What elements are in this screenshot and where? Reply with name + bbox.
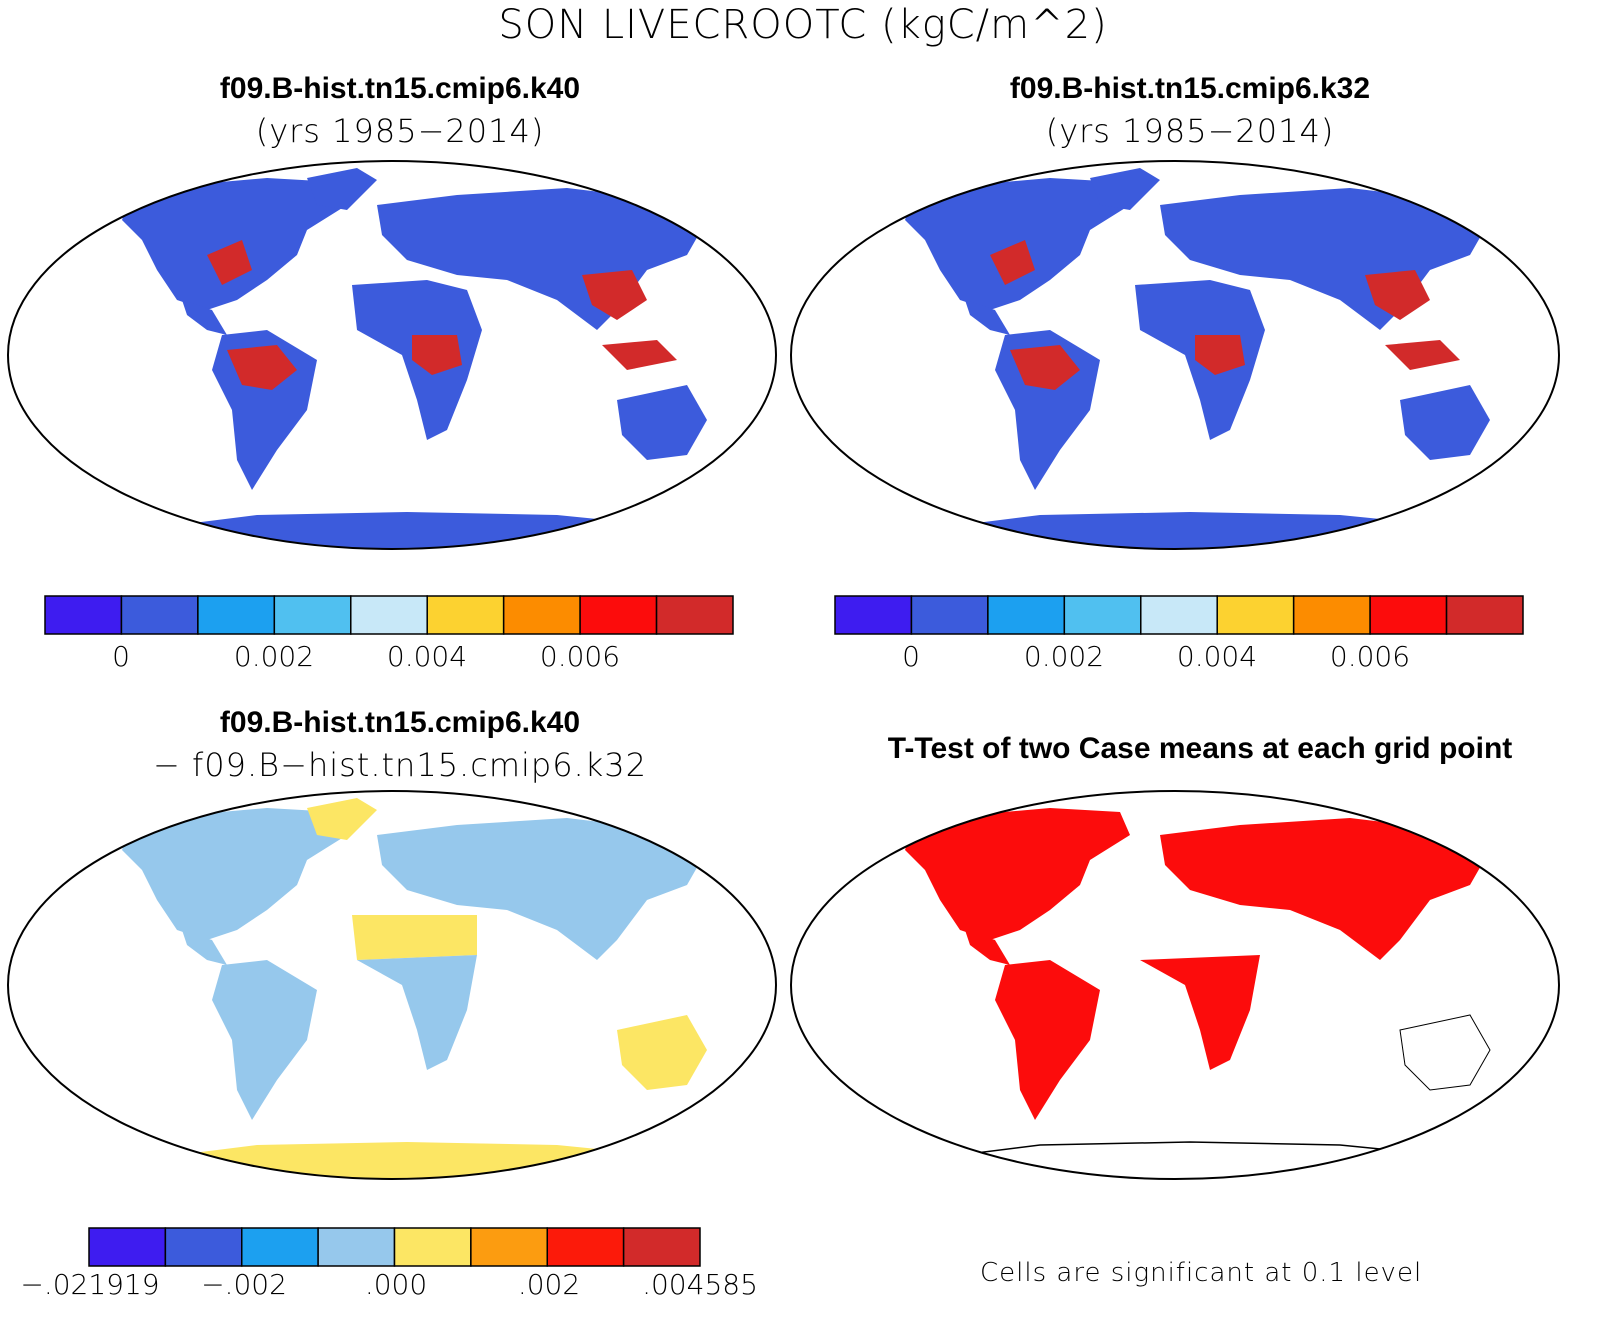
colorbar-label: 0.002 — [233, 640, 315, 673]
east-us-hot — [990, 240, 1035, 285]
panel-title-bottom-left: f09.B-hist.tn15.cmip6.k40 — [219, 706, 581, 739]
colorbar-box — [1369, 595, 1448, 635]
se-asia-hot — [1365, 270, 1430, 320]
sahara-yellow — [352, 915, 477, 960]
map-border — [7, 790, 777, 1180]
colorbar-box — [987, 595, 1066, 635]
colorbar-box — [470, 1227, 548, 1267]
eurasia-land — [377, 818, 707, 960]
central-america-land — [182, 930, 227, 965]
colorbar-box — [1445, 595, 1524, 635]
colorbar-box — [393, 1227, 472, 1267]
colorbar-label: 0.006 — [539, 640, 621, 673]
colorbar-label: .000 — [364, 1268, 428, 1301]
colorbar-box — [1216, 595, 1295, 635]
colorbar-box — [655, 595, 734, 635]
colorbar-box — [622, 1227, 701, 1267]
colorbar-label: 0.002 — [1023, 640, 1105, 673]
panel-title-top-right: f09.B-hist.tn15.cmip6.k32 — [1009, 72, 1371, 105]
colorbar-box — [273, 595, 352, 635]
colorbar-box — [1063, 595, 1142, 635]
colorbar-label: .004585 — [642, 1268, 758, 1301]
colorbar-box — [1140, 595, 1218, 635]
main-title: SON LIVECROOTC (kgC/m^2) — [498, 2, 1108, 48]
land-layer — [905, 808, 1491, 1179]
central-america-sig — [965, 930, 1010, 965]
significance-note: Cells are significant at 0.1 level — [980, 1258, 1423, 1288]
colorbar-label: 0 — [112, 640, 130, 673]
colorbar-label: 0.004 — [1176, 640, 1258, 673]
map-border — [790, 790, 1560, 1180]
colorbar-box — [1292, 595, 1371, 635]
australia-land — [1400, 385, 1490, 460]
colorbar-label: 0.006 — [1329, 640, 1411, 673]
congo-hot — [412, 335, 462, 375]
colorbar-boxes — [88, 1227, 701, 1267]
colorbar-top-right — [834, 595, 1524, 635]
map-top-right — [790, 160, 1560, 550]
colorbar-bottom-left — [88, 1227, 701, 1267]
panel-title-top-left: f09.B-hist.tn15.cmip6.k40 — [219, 72, 581, 105]
greenland-land — [307, 798, 377, 840]
greenland-land — [307, 168, 377, 210]
colorbar-label: −.021919 — [20, 1268, 160, 1301]
colorbar-box — [502, 595, 581, 635]
colorbar-label: 0 — [902, 640, 920, 673]
australia-outline — [1399, 1014, 1491, 1091]
colorbar-box — [241, 1227, 319, 1267]
map-bottom-left — [7, 790, 777, 1180]
panel-subtitle-top-right: (yrs 1985−2014) — [1045, 112, 1335, 150]
colorbar-label: .002 — [517, 1268, 581, 1301]
congo-hot — [1195, 335, 1245, 375]
amazon-hot — [227, 345, 297, 390]
greenland-land — [1090, 168, 1160, 210]
colorbar-box — [579, 595, 658, 635]
colorbar-box — [426, 595, 505, 635]
indonesia-hot — [1385, 340, 1460, 370]
panel-subtitle-bottom-left: − f09.B−hist.tn15.cmip6.k32 — [153, 746, 647, 784]
land-layer — [107, 798, 707, 1179]
colorbar-box — [44, 595, 123, 635]
colorbar-box — [197, 595, 276, 635]
colorbar-box — [350, 595, 428, 635]
land-layer — [890, 168, 1490, 549]
colorbar-box — [834, 595, 913, 635]
indonesia-hot — [602, 340, 677, 370]
east-us-hot — [207, 240, 252, 285]
colorbar-box — [910, 595, 989, 635]
map-bottom-right — [790, 790, 1560, 1180]
land-layer — [107, 168, 707, 549]
australia-land — [617, 1015, 707, 1090]
se-asia-hot — [582, 270, 647, 320]
south-america-sig — [995, 960, 1100, 1120]
colorbar-box — [546, 1227, 625, 1267]
amazon-hot — [1010, 345, 1080, 390]
panel-subtitle-top-left: (yrs 1985−2014) — [255, 112, 545, 150]
africa-land — [357, 955, 477, 1070]
north-america-sig — [905, 808, 1130, 940]
africa-sig — [1140, 955, 1260, 1070]
central-america-land — [182, 300, 227, 335]
colorbar-box — [120, 595, 199, 635]
map-top-left — [7, 160, 777, 550]
panel-title-bottom-right: T-Test of two Case means at each grid po… — [887, 732, 1513, 765]
colorbar-boxes — [834, 595, 1524, 635]
south-america-land — [212, 960, 317, 1120]
colorbar-label: −.002 — [201, 1268, 287, 1301]
north-america-land — [122, 808, 347, 940]
colorbar-top-left — [44, 595, 734, 635]
map-border — [7, 160, 777, 550]
colorbar-boxes — [44, 595, 734, 635]
eurasia-sig — [1160, 818, 1490, 960]
map-border — [790, 160, 1560, 550]
colorbar-box — [164, 1227, 243, 1267]
colorbar-label: 0.004 — [386, 640, 468, 673]
colorbar-box — [317, 1227, 396, 1267]
central-america-land — [965, 300, 1010, 335]
australia-land — [617, 385, 707, 460]
colorbar-box — [88, 1227, 167, 1267]
